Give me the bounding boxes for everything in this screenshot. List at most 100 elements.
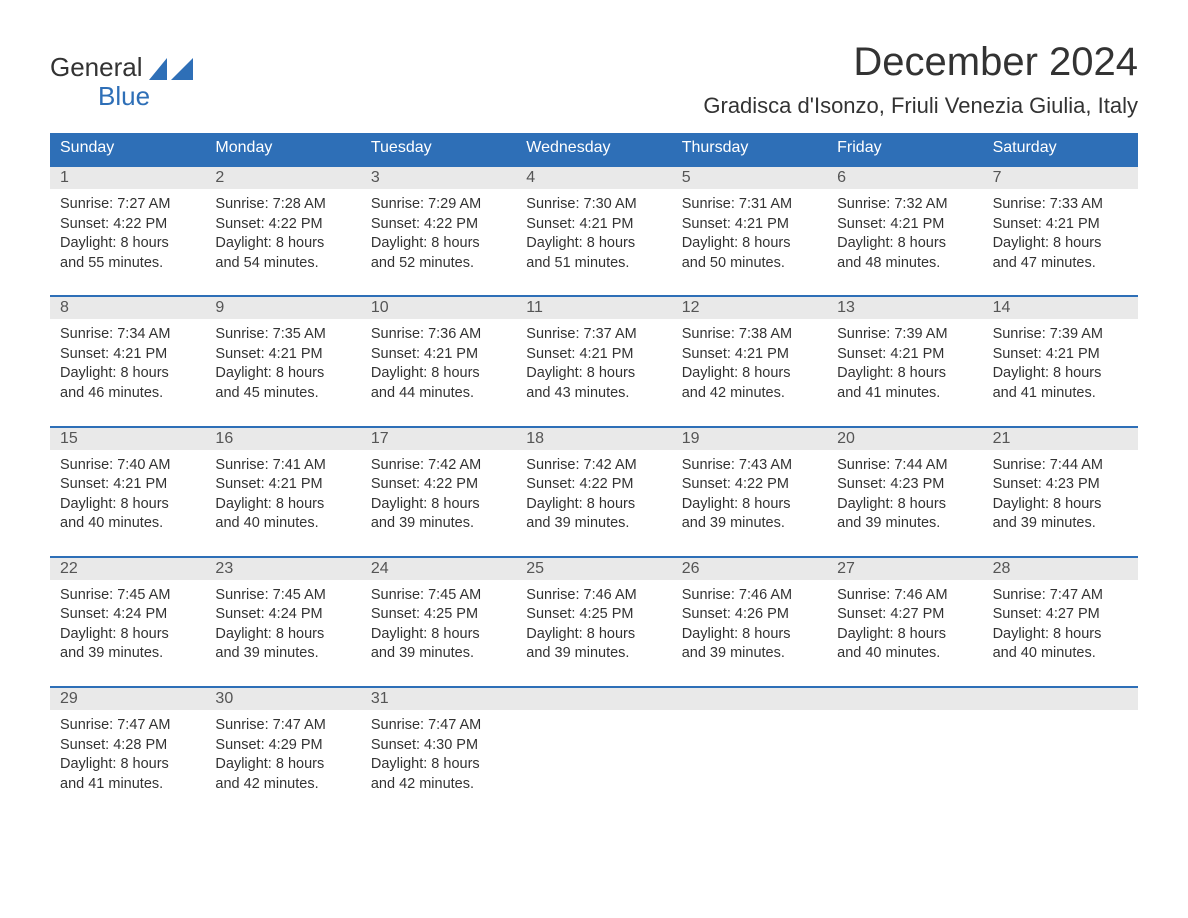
location-text: Gradisca d'Isonzo, Friuli Venezia Giulia… [703,93,1138,119]
day-dl1: Daylight: 8 hours [682,234,817,254]
day-number-row: 13 [827,297,982,319]
day-number-row: . [672,688,827,710]
day-number-row: 3 [361,167,516,189]
day-number-row: . [516,688,671,710]
day-info: Sunrise: 7:40 AMSunset: 4:21 PMDaylight:… [50,450,205,538]
day-sunset: Sunset: 4:21 PM [526,215,661,235]
day-cell: 12Sunrise: 7:38 AMSunset: 4:21 PMDayligh… [672,297,827,407]
day-sunrise: Sunrise: 7:29 AM [371,195,506,215]
day-number-row: 24 [361,558,516,580]
day-dl1: Daylight: 8 hours [837,625,972,645]
day-info: Sunrise: 7:29 AMSunset: 4:22 PMDaylight:… [361,189,516,277]
day-info: Sunrise: 7:43 AMSunset: 4:22 PMDaylight:… [672,450,827,538]
day-cell: 5 Sunrise: 7:31 AMSunset: 4:21 PMDaylight… [672,167,827,277]
day-dl1: Daylight: 8 hours [837,234,972,254]
day-sunrise: Sunrise: 7:42 AM [526,456,661,476]
day-number: 2 [215,169,224,186]
day-cell: 11Sunrise: 7:37 AMSunset: 4:21 PMDayligh… [516,297,671,407]
week-row: 22Sunrise: 7:45 AMSunset: 4:24 PMDayligh… [50,556,1138,668]
day-number-row: 21 [983,428,1138,450]
day-number: 20 [837,430,855,447]
day-sunset: Sunset: 4:30 PM [371,736,506,756]
day-dl1: Daylight: 8 hours [215,625,350,645]
day-number: 3 [371,169,380,186]
day-number-row: 23 [205,558,360,580]
day-info: Sunrise: 7:44 AMSunset: 4:23 PMDaylight:… [827,450,982,538]
day-info: Sunrise: 7:33 AMSunset: 4:21 PMDaylight:… [983,189,1138,277]
day-dl2: and 39 minutes. [371,644,506,664]
day-sunset: Sunset: 4:21 PM [526,345,661,365]
day-cell: . [672,688,827,798]
day-number: 4 [526,169,535,186]
day-dl1: Daylight: 8 hours [526,234,661,254]
day-info: Sunrise: 7:45 AMSunset: 4:24 PMDaylight:… [205,580,360,668]
day-sunset: Sunset: 4:25 PM [371,605,506,625]
day-dl2: and 55 minutes. [60,254,195,274]
day-dl1: Daylight: 8 hours [993,364,1128,384]
day-cell: 9Sunrise: 7:35 AMSunset: 4:21 PMDaylight… [205,297,360,407]
day-sunset: Sunset: 4:21 PM [682,215,817,235]
day-number-row: . [983,688,1138,710]
day-dl2: and 41 minutes. [993,384,1128,404]
day-cell: 3 Sunrise: 7:29 AMSunset: 4:22 PMDaylight… [361,167,516,277]
day-sunrise: Sunrise: 7:42 AM [371,456,506,476]
day-dl2: and 46 minutes. [60,384,195,404]
calendar: Sunday Monday Tuesday Wednesday Thursday… [50,133,1138,798]
day-sunset: Sunset: 4:22 PM [371,475,506,495]
day-sunrise: Sunrise: 7:47 AM [215,716,350,736]
day-number: 30 [215,690,233,707]
day-number-row: 27 [827,558,982,580]
day-dl1: Daylight: 8 hours [215,364,350,384]
day-sunset: Sunset: 4:21 PM [837,345,972,365]
day-dl1: Daylight: 8 hours [526,364,661,384]
day-number: 7 [993,169,1002,186]
day-cell: 28Sunrise: 7:47 AMSunset: 4:27 PMDayligh… [983,558,1138,668]
day-cell: 18Sunrise: 7:42 AMSunset: 4:22 PMDayligh… [516,428,671,538]
logo: General Blue [50,52,193,112]
day-info: Sunrise: 7:28 AMSunset: 4:22 PMDaylight:… [205,189,360,277]
day-sunrise: Sunrise: 7:31 AM [682,195,817,215]
day-dl1: Daylight: 8 hours [993,234,1128,254]
day-number: 11 [526,299,543,316]
day-dl2: and 41 minutes. [60,775,195,795]
day-info: Sunrise: 7:46 AMSunset: 4:27 PMDaylight:… [827,580,982,668]
day-dl2: and 47 minutes. [993,254,1128,274]
day-number: 31 [371,690,389,707]
day-dl2: and 43 minutes. [526,384,661,404]
day-info: Sunrise: 7:34 AMSunset: 4:21 PMDaylight:… [50,319,205,407]
day-number-row: 2 [205,167,360,189]
day-number: 21 [993,430,1011,447]
day-dl1: Daylight: 8 hours [526,495,661,515]
day-dl1: Daylight: 8 hours [837,495,972,515]
day-sunset: Sunset: 4:22 PM [215,215,350,235]
week-row: 1Sunrise: 7:27 AMSunset: 4:22 PMDaylight… [50,165,1138,277]
day-number: 10 [371,299,389,316]
day-sunset: Sunset: 4:23 PM [837,475,972,495]
day-info: Sunrise: 7:44 AMSunset: 4:23 PMDaylight:… [983,450,1138,538]
day-dl2: and 45 minutes. [215,384,350,404]
day-dl1: Daylight: 8 hours [215,495,350,515]
day-number: 9 [215,299,224,316]
day-sunrise: Sunrise: 7:38 AM [682,325,817,345]
day-dl2: and 50 minutes. [682,254,817,274]
day-dl2: and 39 minutes. [371,514,506,534]
day-header-friday: Friday [827,133,982,163]
day-dl2: and 40 minutes. [837,644,972,664]
day-dl1: Daylight: 8 hours [371,755,506,775]
day-number: 19 [682,430,700,447]
day-info: Sunrise: 7:39 AMSunset: 4:21 PMDaylight:… [983,319,1138,407]
day-info: Sunrise: 7:41 AMSunset: 4:21 PMDaylight:… [205,450,360,538]
day-dl1: Daylight: 8 hours [837,364,972,384]
day-number: 16 [215,430,233,447]
day-header-thursday: Thursday [672,133,827,163]
day-header-tuesday: Tuesday [361,133,516,163]
day-dl2: and 42 minutes. [371,775,506,795]
day-header-monday: Monday [205,133,360,163]
day-sunset: Sunset: 4:21 PM [682,345,817,365]
day-number-row: 5 [672,167,827,189]
day-info: Sunrise: 7:38 AMSunset: 4:21 PMDaylight:… [672,319,827,407]
day-cell: 7 Sunrise: 7:33 AMSunset: 4:21 PMDaylight… [983,167,1138,277]
day-dl2: and 39 minutes. [526,514,661,534]
header: General Blue December 2024 Gradisca d'Is… [50,40,1138,119]
day-cell: 25Sunrise: 7:46 AMSunset: 4:25 PMDayligh… [516,558,671,668]
